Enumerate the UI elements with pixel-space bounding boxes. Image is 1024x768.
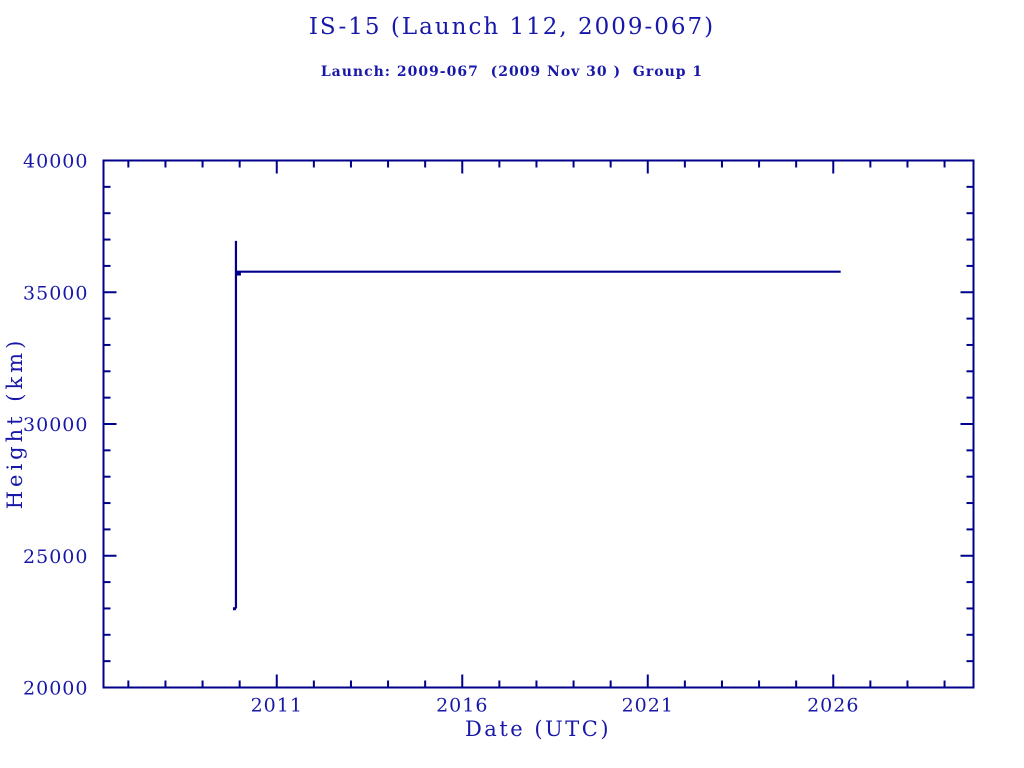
y-tick-label: 20000	[23, 678, 88, 700]
y-tick-label: 30000	[23, 414, 88, 436]
y-tick-label: 35000	[23, 282, 88, 304]
x-tick-label: 2016	[436, 695, 488, 717]
data-point-marker	[236, 271, 241, 276]
chart-title: IS-15 (Launch 112, 2009-067)	[308, 14, 716, 40]
chart-subtitle: Launch: 2009-067 (2009 Nov 30 ) Group 1	[320, 64, 704, 80]
y-tick-label: 40000	[23, 151, 88, 173]
x-tick-label: 2026	[807, 695, 859, 717]
y-tick-label: 25000	[23, 546, 88, 568]
x-axis-label: Date (UTC)	[464, 717, 612, 741]
x-tick-label: 2021	[622, 695, 674, 717]
x-tick-label: 2011	[251, 695, 303, 717]
data-point-marker	[232, 607, 236, 611]
